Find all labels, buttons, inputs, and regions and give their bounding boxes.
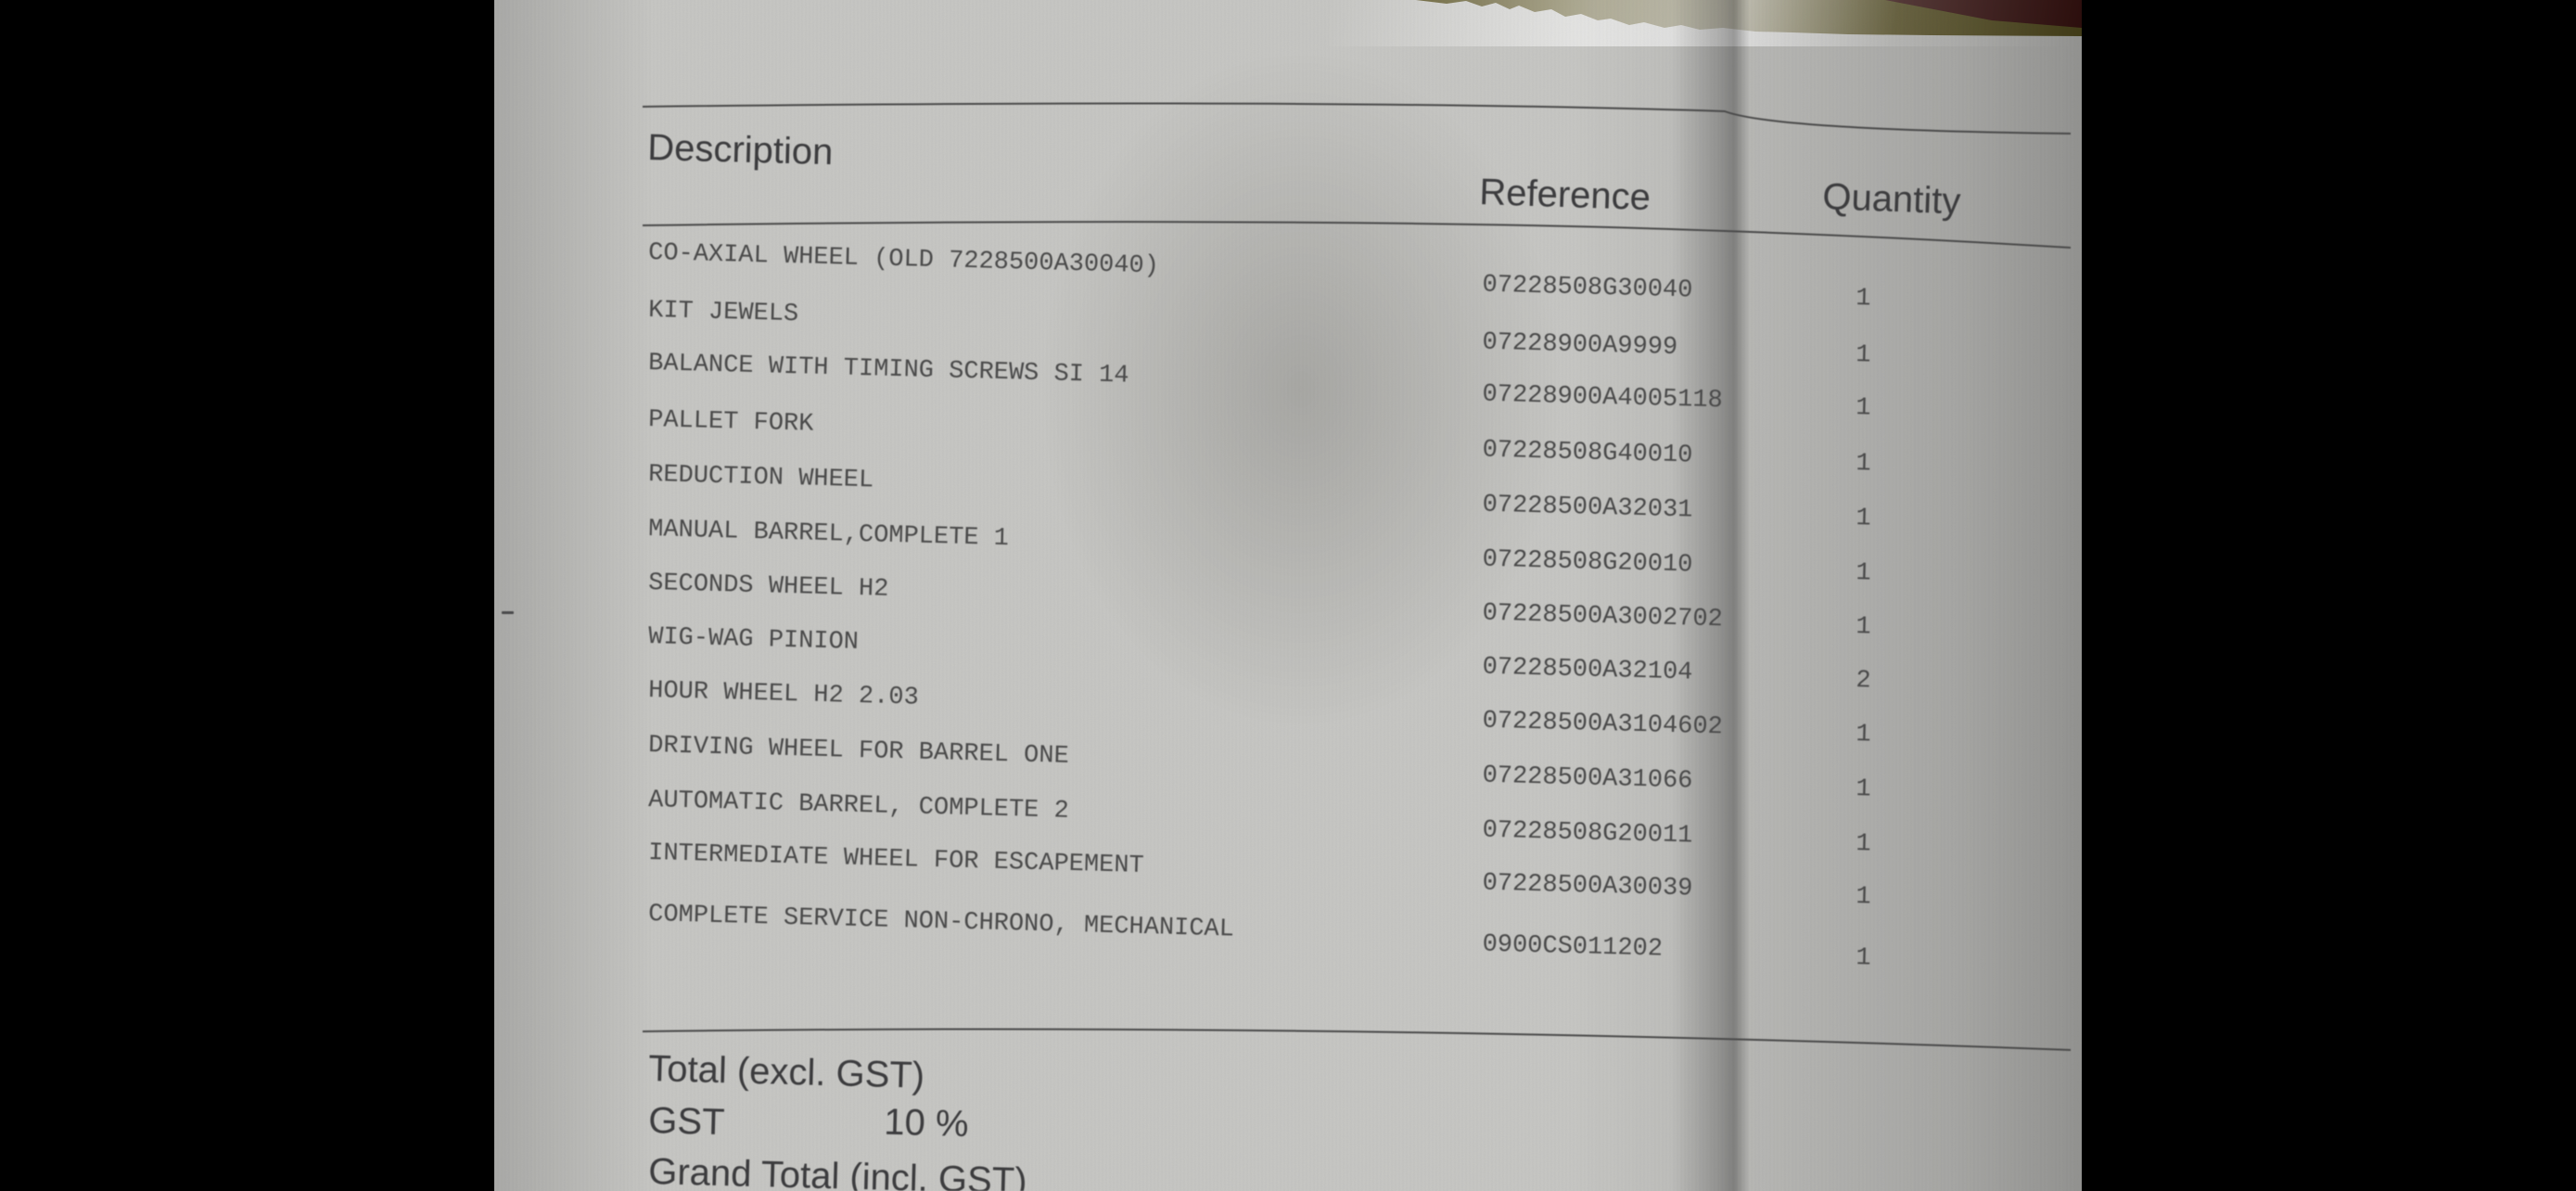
svg-text:BALANCE WITH TIMING SCREWS SI: BALANCE WITH TIMING SCREWS SI 14 xyxy=(648,350,1129,391)
svg-text:07228500A30039: 07228500A30039 xyxy=(1482,870,1693,903)
svg-text:0900CS011202: 0900CS011202 xyxy=(1482,931,1663,964)
svg-text:GST: GST xyxy=(648,1100,725,1143)
svg-text:1: 1 xyxy=(1855,830,1871,858)
svg-text:1: 1 xyxy=(1855,505,1871,532)
svg-text:AUTOMATIC BARREL, COMPLETE 2: AUTOMATIC BARREL, COMPLETE 2 xyxy=(648,787,1069,826)
svg-text:PALLET FORK: PALLET FORK xyxy=(648,406,815,439)
svg-text:1: 1 xyxy=(1855,721,1871,749)
svg-text:KIT JEWELS: KIT JEWELS xyxy=(648,297,799,328)
svg-text:INTERMEDIATE WHEEL FOR ESCAPEM: INTERMEDIATE WHEEL FOR ESCAPEMENT xyxy=(648,839,1144,880)
svg-text:1: 1 xyxy=(1855,394,1871,422)
svg-text:2: 2 xyxy=(1855,667,1871,695)
svg-text:07228508G20010: 07228508G20010 xyxy=(1482,546,1693,580)
svg-text:1: 1 xyxy=(1855,341,1871,369)
svg-text:HOUR WHEEL H2 2.03: HOUR WHEEL H2 2.03 xyxy=(648,677,919,712)
svg-text:07228900A4005118: 07228900A4005118 xyxy=(1482,381,1723,416)
svg-text:1: 1 xyxy=(1855,285,1871,313)
svg-text:1: 1 xyxy=(1855,883,1871,911)
svg-text:Reference: Reference xyxy=(1479,172,1651,218)
svg-text:1: 1 xyxy=(1855,559,1871,587)
svg-text:07228900A9999: 07228900A9999 xyxy=(1482,329,1677,363)
svg-text:CO-AXIAL WHEEL (OLD 7228500A30: CO-AXIAL WHEEL (OLD 7228500A30040) xyxy=(648,239,1159,280)
svg-text:07228500A3002702: 07228500A3002702 xyxy=(1482,600,1723,634)
svg-text:1: 1 xyxy=(1855,450,1871,478)
svg-text:Description: Description xyxy=(647,127,834,173)
svg-text:07228500A3104602: 07228500A3104602 xyxy=(1482,708,1723,742)
svg-text:SECONDS WHEEL H2: SECONDS WHEEL H2 xyxy=(648,570,889,604)
svg-text:07228500A32031: 07228500A32031 xyxy=(1482,492,1693,525)
svg-text:07228508G40010: 07228508G40010 xyxy=(1482,437,1693,470)
svg-text:COMPLETE SERVICE NON-CHRONO, M: COMPLETE SERVICE NON-CHRONO, MECHANICAL xyxy=(648,901,1234,944)
svg-text:WIG-WAG PINION: WIG-WAG PINION xyxy=(648,623,860,657)
svg-text:07228508G30040: 07228508G30040 xyxy=(1482,272,1693,305)
svg-text:1: 1 xyxy=(1855,944,1871,972)
svg-text:Grand Total (incl. GST): Grand Total (incl. GST) xyxy=(648,1151,1027,1191)
svg-text:07228500A32104: 07228500A32104 xyxy=(1482,654,1693,687)
svg-text:REDUCTION WHEEL: REDUCTION WHEEL xyxy=(648,461,874,494)
svg-text:MANUAL BARREL,COMPLETE 1: MANUAL BARREL,COMPLETE 1 xyxy=(648,516,1010,553)
svg-text:Quantity: Quantity xyxy=(1822,176,1961,222)
svg-text:1: 1 xyxy=(1855,775,1871,803)
svg-text:07228508G20011: 07228508G20011 xyxy=(1482,817,1693,851)
svg-text:10 %: 10 % xyxy=(884,1102,969,1145)
svg-text:Total (excl. GST): Total (excl. GST) xyxy=(648,1048,925,1096)
svg-text:1: 1 xyxy=(1855,613,1871,641)
svg-text:07228500A31066: 07228500A31066 xyxy=(1482,762,1693,796)
svg-text:DRIVING WHEEL FOR BARREL ONE: DRIVING WHEEL FOR BARREL ONE xyxy=(648,732,1069,771)
